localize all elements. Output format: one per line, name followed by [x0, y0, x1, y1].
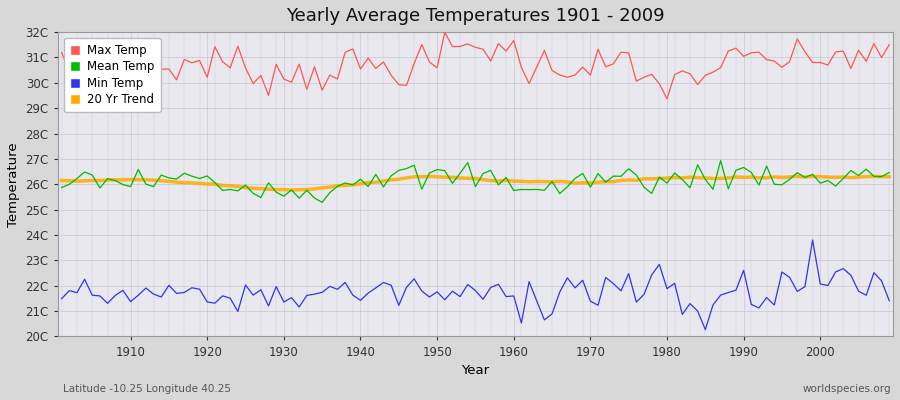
Text: Latitude -10.25 Longitude 40.25: Latitude -10.25 Longitude 40.25: [63, 384, 231, 394]
Title: Yearly Average Temperatures 1901 - 2009: Yearly Average Temperatures 1901 - 2009: [286, 7, 665, 25]
Legend: Max Temp, Mean Temp, Min Temp, 20 Yr Trend: Max Temp, Mean Temp, Min Temp, 20 Yr Tre…: [64, 38, 160, 112]
Y-axis label: Temperature: Temperature: [7, 142, 20, 226]
X-axis label: Year: Year: [462, 364, 490, 377]
Text: worldspecies.org: worldspecies.org: [803, 384, 891, 394]
